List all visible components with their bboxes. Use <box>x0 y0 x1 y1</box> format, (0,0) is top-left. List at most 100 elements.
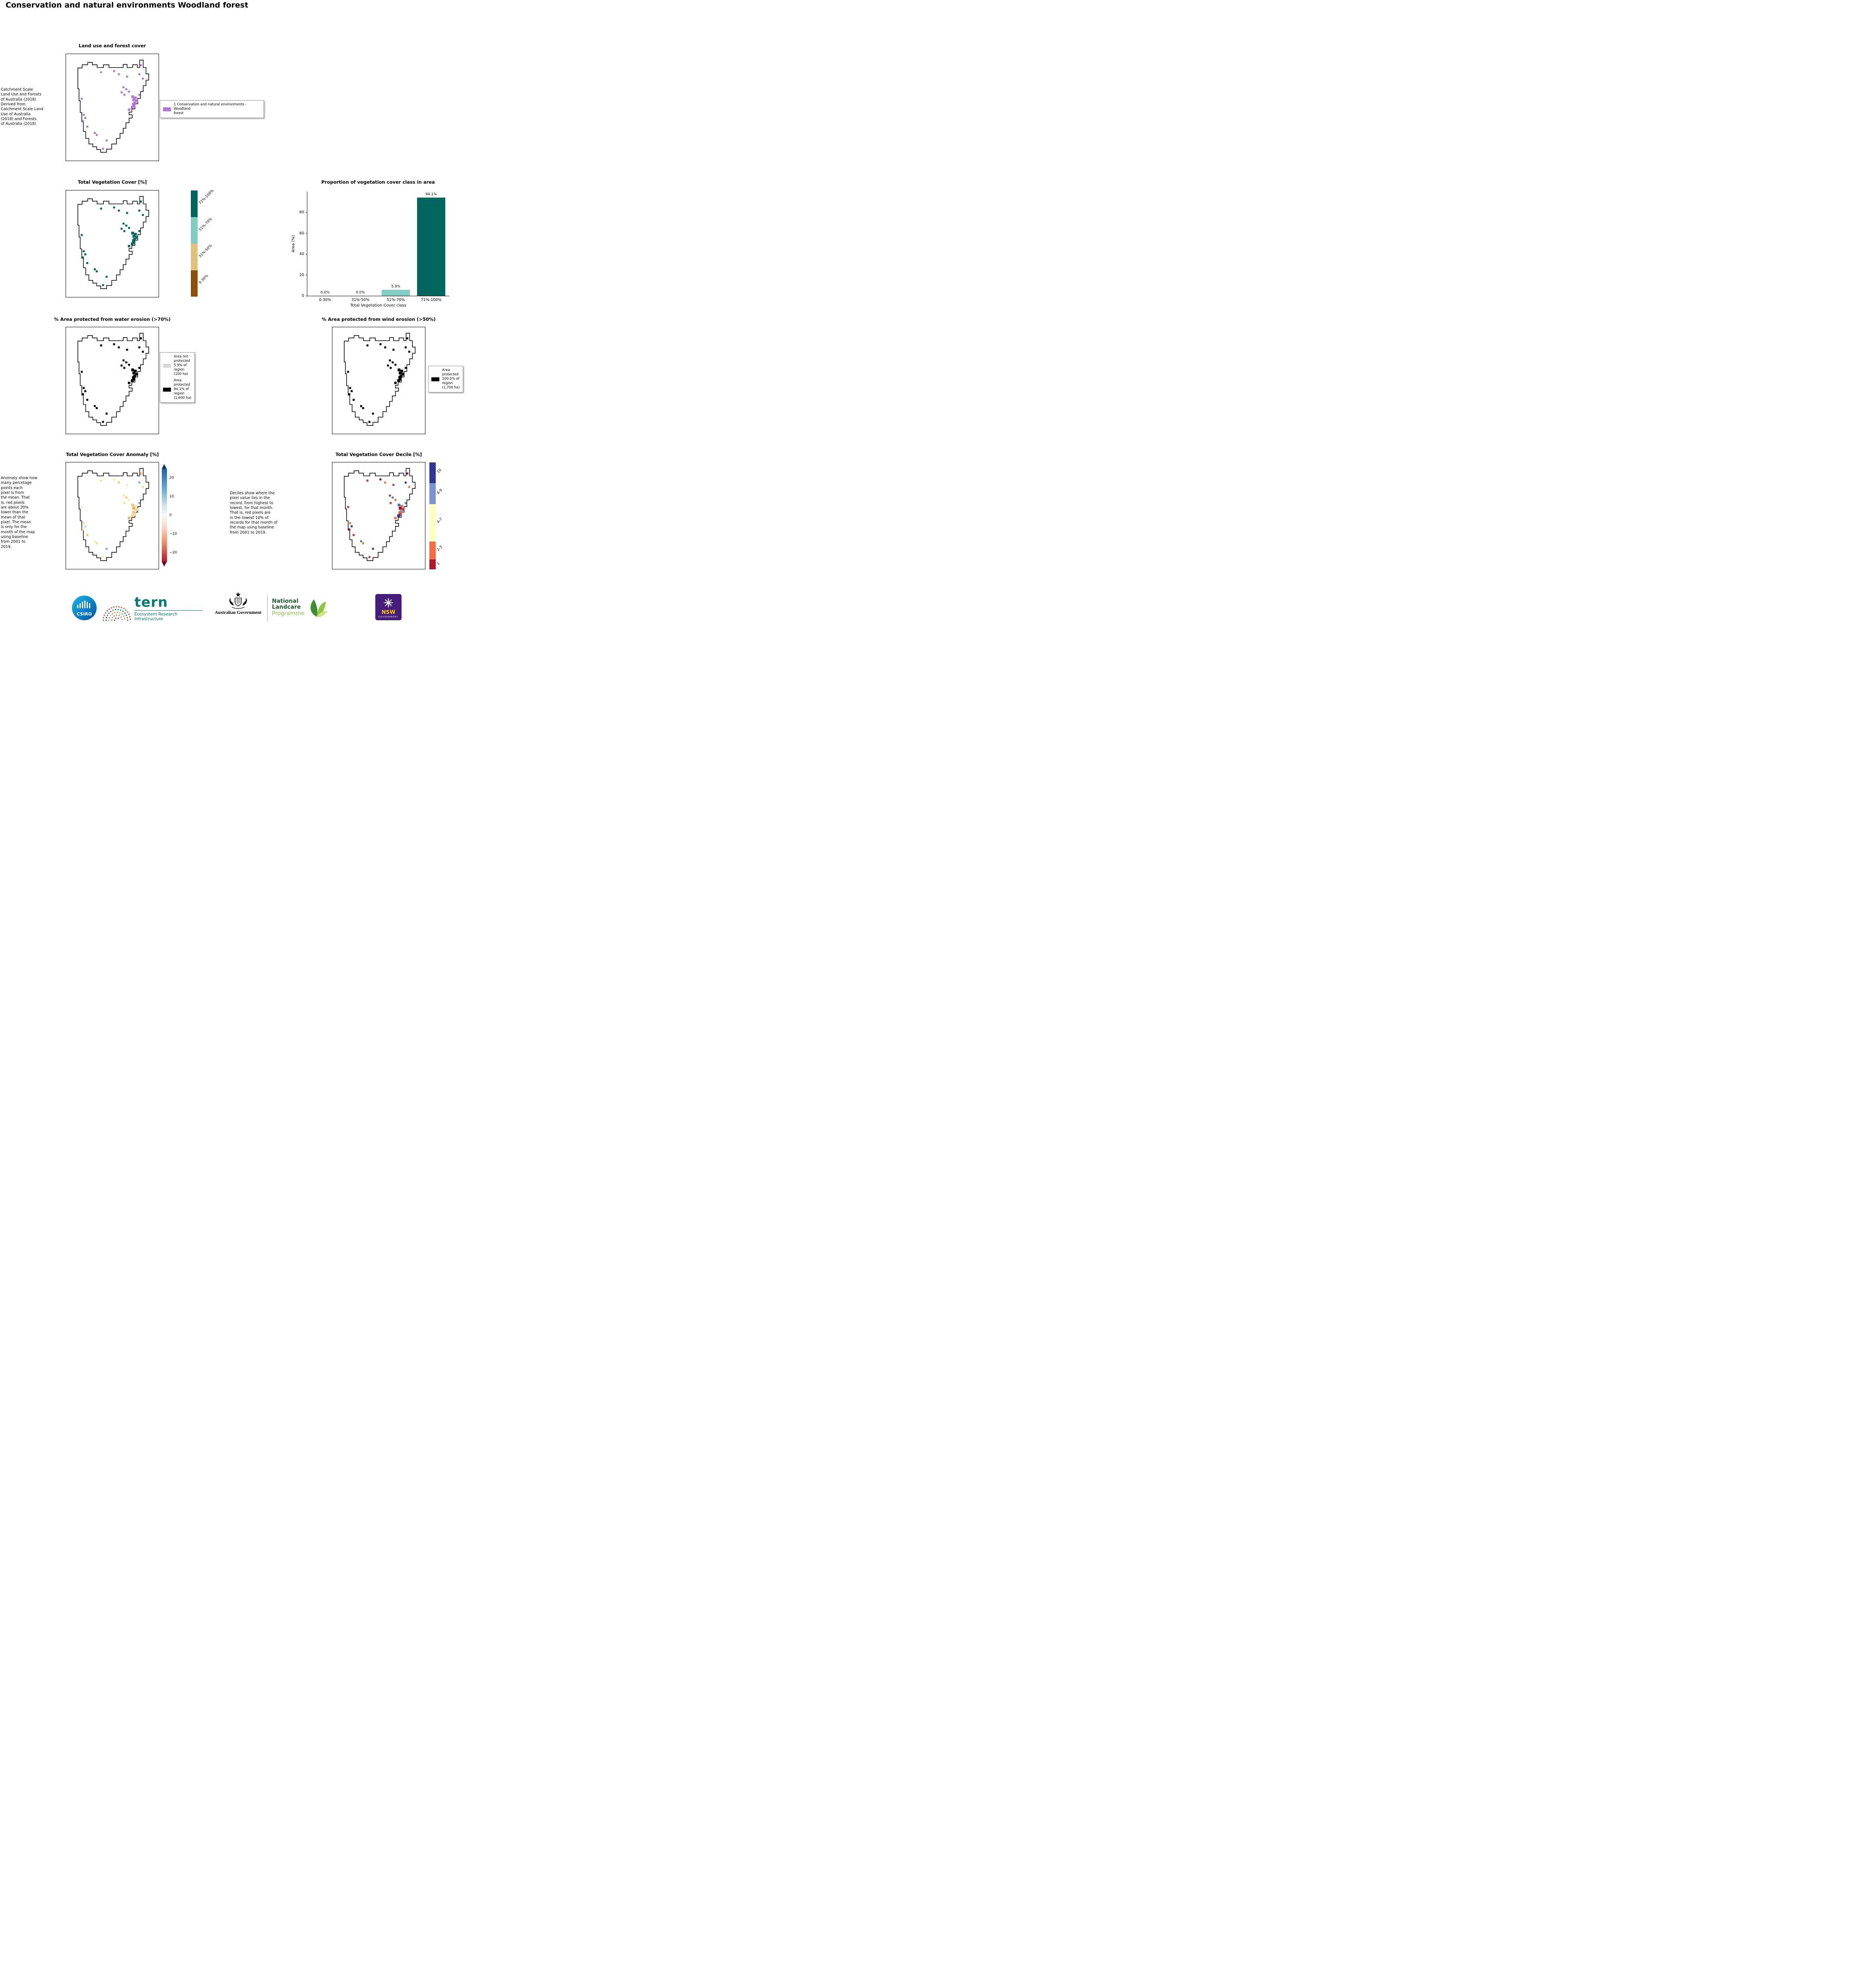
map-data-pixel <box>131 231 134 235</box>
map-data-pixel <box>125 224 128 227</box>
map-data-pixel <box>402 508 404 511</box>
map-data-pixel <box>126 484 128 486</box>
map-data-pixel <box>362 542 364 544</box>
map-data-pixel <box>118 346 120 349</box>
map-data-pixel <box>132 235 136 238</box>
landuse-legend: 1 Conservation and natural environments … <box>160 100 264 118</box>
map-data-pixel <box>390 367 392 369</box>
map-data-pixel <box>400 369 403 373</box>
water-legend-swatch-protected <box>163 387 171 392</box>
map-data-pixel <box>379 478 382 481</box>
map-data-pixel <box>351 390 353 392</box>
colorbar-label: 0-30% <box>198 274 210 285</box>
map-data-pixel <box>398 503 401 507</box>
legend-entry: Area protected 94.1% of region (1,600 ha… <box>163 379 192 400</box>
map-data-pixel <box>406 337 408 340</box>
australian-government-label: Australian Government <box>215 610 262 615</box>
map-data-pixel <box>100 71 102 74</box>
colorbar-label: 10 <box>436 468 442 474</box>
map-data-pixel <box>128 516 130 519</box>
map-data-pixel <box>404 346 407 349</box>
map-data-pixel <box>384 481 386 484</box>
map-data-pixel <box>394 499 397 501</box>
map-data-pixel <box>368 421 371 423</box>
map-data-pixel <box>134 505 137 508</box>
map-data-pixel <box>132 103 135 106</box>
map-data-pixel <box>397 379 400 382</box>
map-data-pixel <box>140 337 142 340</box>
map-data-pixel <box>81 506 83 508</box>
anomaly-tick-label: 20 <box>169 476 174 480</box>
page-title: Conservation and natural environments Wo… <box>6 1 248 10</box>
map-data-pixel <box>82 393 84 396</box>
map-data-pixel <box>347 506 349 508</box>
map-data-pixel <box>123 230 126 232</box>
map-data-pixel <box>128 381 130 384</box>
anomaly-caption: Anomaly show how many percetage points e… <box>1 476 37 549</box>
map-data-pixel <box>100 480 102 482</box>
map-data-pixel <box>120 499 123 502</box>
colorbar-segment <box>191 244 198 270</box>
map-data-pixel <box>399 371 402 375</box>
map-data-pixel <box>122 359 125 361</box>
decile-map <box>332 462 425 569</box>
map-data-pixel <box>142 78 144 80</box>
map-data-pixel <box>387 499 389 502</box>
bar-value-label: 94.1% <box>425 192 437 197</box>
map-data-pixel <box>402 373 404 376</box>
map-data-pixel <box>123 93 126 96</box>
map-data-pixel <box>360 540 362 542</box>
map-data-pixel <box>128 90 130 93</box>
map-data-pixel <box>132 511 135 514</box>
map-data-pixel <box>120 364 123 367</box>
map-data-pixel <box>131 514 134 517</box>
map-data-pixel <box>384 346 386 349</box>
map-data-pixel <box>81 371 83 373</box>
map-data-pixel <box>392 361 394 363</box>
map-data-pixel <box>131 368 134 371</box>
national-landcare-logo: National Landcare Programme <box>272 596 328 619</box>
map-data-pixel <box>120 227 123 230</box>
map-data-pixel <box>81 97 83 100</box>
map-data-pixel <box>100 344 102 347</box>
wind-legend-swatch-protected <box>431 377 439 381</box>
colorbar-arrow-up <box>162 464 167 469</box>
barchart-ylabel: Area (%) <box>291 235 296 252</box>
map-data-pixel <box>86 262 89 264</box>
map-data-pixel <box>138 481 140 484</box>
map-data-pixel <box>406 472 408 475</box>
map-data-pixel <box>102 556 104 558</box>
map-data-pixel <box>392 484 395 486</box>
y-tick-label: 40 <box>299 252 304 256</box>
map-data-pixel <box>366 344 369 347</box>
map-data-pixel <box>132 376 135 379</box>
map-data-pixel <box>86 534 89 536</box>
map-data-pixel <box>389 359 391 361</box>
map-data-pixel <box>394 363 397 366</box>
map-data-pixel <box>349 387 351 389</box>
anomaly-tick-label: 10 <box>169 495 174 499</box>
legend-entry: 1 Conservation and natural environments … <box>163 103 261 116</box>
map-data-pixel <box>140 64 142 66</box>
map-data-pixel <box>398 368 401 371</box>
colorbar-segment <box>429 504 436 542</box>
map-data-pixel <box>131 106 134 109</box>
map-data-pixel <box>128 108 130 111</box>
map-data-pixel <box>394 516 397 519</box>
map-data-pixel <box>372 412 374 415</box>
landuse-legend-label: 1 Conservation and natural environments … <box>174 103 247 116</box>
footer-logos: CSIRO tern Ecosystem Research Infrastruc… <box>0 591 467 627</box>
footer-divider <box>267 595 268 622</box>
map-data-pixel <box>138 93 140 96</box>
map-data-pixel <box>389 494 391 497</box>
map-data-pixel <box>399 513 402 516</box>
map-data-pixel <box>102 148 104 150</box>
map-data-pixel <box>122 222 125 225</box>
barchart-plot: Total Vegetation Cover class 0 20 40 60 80 0.… <box>299 192 449 308</box>
map-data-pixel <box>142 214 144 216</box>
map-data-pixel <box>125 88 128 90</box>
map-data-pixel <box>392 496 394 499</box>
map-data-pixel <box>348 393 351 396</box>
map-data-pixel <box>132 98 136 101</box>
map-data-pixel <box>404 481 407 484</box>
